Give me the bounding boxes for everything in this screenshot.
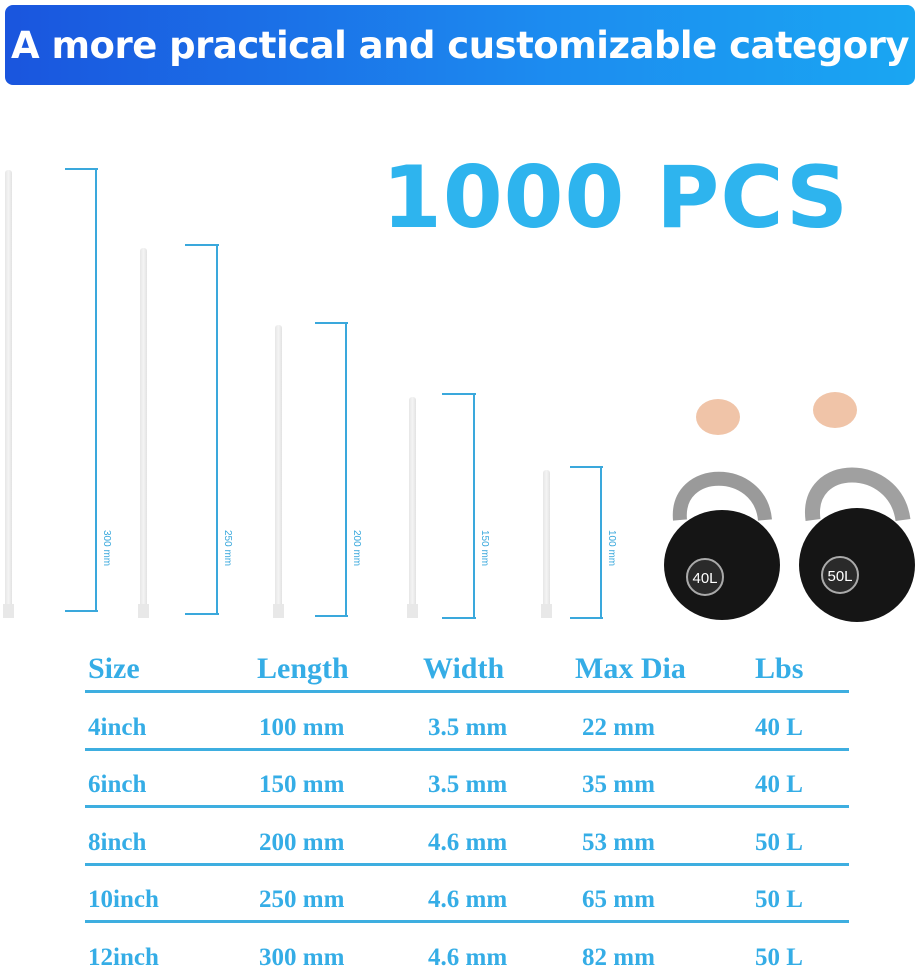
kettlebell-50l: 50L: [799, 392, 915, 622]
dimension-tick: [315, 322, 348, 324]
column-header: Width: [423, 652, 505, 685]
banner-title: A more practical and customizable catego…: [10, 23, 910, 67]
cable-tie-200: [273, 325, 284, 618]
dimension-tick: [570, 466, 603, 468]
table-cell: 53 mm: [582, 828, 655, 856]
dimension-label: 300 mm: [101, 530, 112, 567]
dimension-label: 100 mm: [606, 530, 617, 567]
table-cell: 3.5 mm: [428, 771, 508, 798]
table-cell: 150 mm: [259, 771, 345, 798]
cable-tie-100: [541, 470, 552, 618]
table-cell: 250 mm: [259, 886, 345, 913]
table-header: Size Length Width Max Dia Lbs: [85, 645, 849, 693]
dimension-tick: [185, 613, 219, 615]
column-header: Lbs: [755, 652, 804, 685]
dimension-line: [95, 168, 97, 610]
table-cell: 200 mm: [259, 828, 345, 856]
cable-tie-250: [138, 248, 149, 618]
kettlebell-label: 50L: [827, 568, 852, 585]
column-header: Size: [88, 652, 140, 685]
dimension-tick: [315, 615, 348, 617]
table-cell: 35 mm: [582, 771, 655, 798]
table-row: 6inch 150 mm 3.5 mm 35 mm 40 L: [85, 751, 849, 808]
table-cell: 65 mm: [582, 886, 655, 913]
table-cell: 50 L: [755, 828, 803, 856]
table-cell: 300 mm: [259, 943, 345, 971]
column-header: Length: [257, 652, 349, 685]
dimension-line: [216, 244, 218, 613]
dimension-tick: [570, 617, 603, 619]
table-cell: 4.6 mm: [428, 886, 508, 913]
table-cell: 22 mm: [582, 713, 655, 741]
table-cell: 4inch: [88, 713, 147, 741]
dimension-label: 200 mm: [351, 530, 362, 567]
table-cell: 12inch: [88, 943, 159, 971]
dimension-tick: [442, 617, 476, 619]
dimension-line: [473, 393, 475, 617]
quantity-label: 1000 PCS: [382, 148, 849, 248]
table-cell: 4.6 mm: [428, 943, 508, 971]
table-row: 10inch 250 mm 4.6 mm 65 mm 50 L: [85, 866, 849, 923]
dimension-label: 250 mm: [222, 530, 233, 567]
column-header: Max Dia: [575, 652, 686, 685]
table-cell: 50 L: [755, 886, 803, 913]
cable-tie-300: [3, 170, 14, 618]
dimension-tick: [65, 610, 98, 612]
cable-tie-150: [407, 397, 418, 618]
table-row: 8inch 200 mm 4.6 mm 53 mm 50 L: [85, 808, 849, 866]
table-cell: 3.5 mm: [428, 713, 508, 741]
table-cell: 8inch: [88, 828, 147, 856]
dimension-label: 150 mm: [479, 530, 490, 567]
dimension-line: [600, 466, 602, 617]
table-row: 4inch 100 mm 3.5 mm 22 mm 40 L: [85, 693, 849, 751]
table-cell: 4.6 mm: [428, 828, 508, 856]
table-cell: 10inch: [88, 886, 159, 913]
table-cell: 100 mm: [259, 713, 345, 741]
size-table: Size Length Width Max Dia Lbs 4inch 100 mm 3.5 …: [85, 645, 849, 974]
table-cell: 6inch: [88, 771, 147, 798]
dimension-line: [345, 322, 347, 615]
table-cell: 50 L: [755, 943, 803, 971]
table-cell: 40 L: [755, 771, 803, 798]
kettlebell-label: 40L: [692, 570, 717, 587]
dimension-tick: [442, 393, 476, 395]
dimension-tick: [65, 168, 98, 170]
table-cell: 82 mm: [582, 943, 655, 971]
dimension-tick: [185, 244, 219, 246]
kettlebell-40l: 40L: [664, 399, 780, 620]
table-cell: 40 L: [755, 713, 803, 741]
title-banner: A more practical and customizable catego…: [5, 5, 915, 85]
table-row: 12inch 300 mm 4.6 mm 82 mm 50 L: [85, 923, 849, 974]
